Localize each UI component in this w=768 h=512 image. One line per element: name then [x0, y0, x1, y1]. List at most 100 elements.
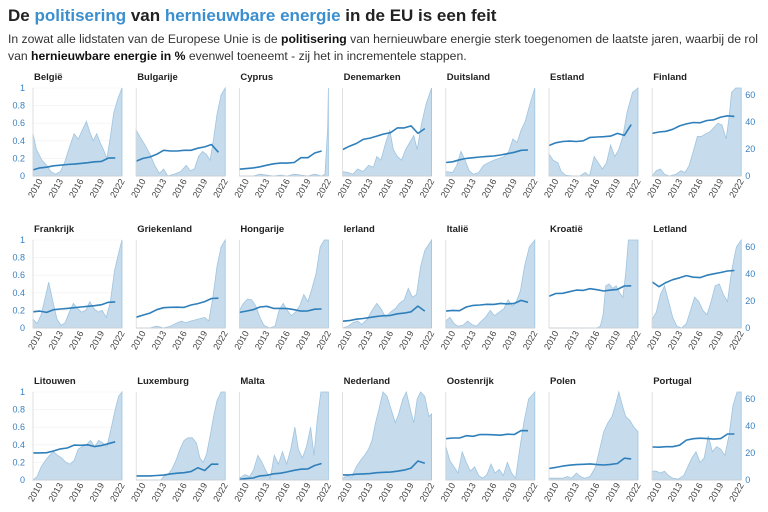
x-tick-label: 2016 [377, 329, 396, 351]
x-tick-label: 2022 [521, 329, 540, 351]
x-tick-label: 2010 [336, 329, 355, 351]
x-tick-label: 2013 [356, 329, 375, 351]
politisering-area [239, 239, 329, 329]
panel-title: Polen [550, 376, 576, 387]
left-axis-label: 0 [20, 475, 25, 485]
x-tick-label: 2010 [439, 329, 458, 351]
x-tick-label: 2013 [459, 481, 478, 503]
panel-title: Cyprus [240, 72, 273, 83]
x-tick-label: 2019 [88, 481, 107, 503]
renewable-share-line [239, 462, 322, 481]
politisering-area [136, 391, 226, 481]
renewable-share-line [652, 433, 735, 448]
x-tick-label: 2019 [191, 177, 210, 199]
x-tick-label: 2010 [26, 329, 45, 351]
right-axis-label: 20 [745, 448, 755, 458]
left-axis-label: 0.2 [12, 305, 25, 315]
left-axis-label: 0.4 [12, 288, 25, 298]
x-tick-label: 2022 [418, 177, 437, 199]
x-tick-label: 2016 [273, 329, 292, 351]
x-tick-label: 2010 [232, 481, 251, 503]
x-tick-label: 2016 [686, 329, 705, 351]
x-tick-label: 2016 [686, 177, 705, 199]
x-tick-label: 2019 [707, 329, 726, 351]
subtitle-part: evenwel toeneemt - zij het in incremente… [185, 49, 467, 63]
x-tick-label: 2019 [397, 177, 416, 199]
right-axis-label: 0 [745, 475, 750, 485]
x-tick-label: 2019 [604, 481, 623, 503]
x-tick-label: 2016 [377, 481, 396, 503]
renewable-share-line [32, 301, 116, 314]
politisering-area [239, 391, 329, 481]
left-axis-label: 0 [20, 171, 25, 181]
x-tick-label: 2013 [666, 329, 685, 351]
x-tick-label: 2022 [108, 481, 127, 503]
right-axis-label: 40 [745, 117, 755, 127]
politisering-area [135, 86, 226, 177]
panel-title: Bulgarije [137, 72, 178, 83]
x-tick-label: 2010 [542, 329, 561, 351]
x-tick-label: 2019 [294, 329, 313, 351]
x-tick-label: 2013 [459, 177, 478, 199]
x-tick-label: 2016 [377, 177, 396, 199]
right-axis-label: 40 [745, 421, 755, 431]
panel-title: Luxemburg [137, 376, 189, 387]
right-axis-label: 0 [745, 323, 750, 333]
x-tick-label: 2022 [521, 481, 540, 503]
x-tick-label: 2019 [397, 329, 416, 351]
politisering-area [651, 391, 742, 481]
right-axis-label: 0 [745, 171, 750, 181]
x-tick-label: 2016 [686, 481, 705, 503]
right-axis-label: 60 [745, 394, 755, 404]
x-tick-label: 2013 [562, 177, 581, 199]
x-tick-label: 2010 [439, 481, 458, 503]
panel-title: Ierland [344, 224, 375, 235]
x-tick-label: 2016 [273, 481, 292, 503]
politisering-area [32, 239, 123, 329]
x-tick-label: 2016 [67, 329, 86, 351]
renewable-share-line [342, 125, 426, 151]
x-tick-label: 2022 [418, 481, 437, 503]
x-tick-label: 2013 [666, 481, 685, 503]
left-axis-label: 0.6 [12, 270, 25, 280]
panel-title: Estland [550, 72, 585, 83]
panel-title: Oostenrijk [447, 376, 495, 387]
subtitle-part: hernieuwbare energie in % [31, 49, 186, 63]
x-tick-label: 2010 [542, 481, 561, 503]
left-axis-label: 0.8 [12, 101, 25, 111]
politisering-area [445, 390, 536, 481]
x-tick-label: 2016 [480, 329, 499, 351]
x-tick-label: 2019 [191, 481, 210, 503]
x-tick-label: 2016 [67, 177, 86, 199]
x-tick-label: 2010 [232, 177, 251, 199]
x-tick-label: 2010 [439, 177, 458, 199]
x-tick-label: 2016 [480, 177, 499, 199]
x-tick-label: 2019 [88, 177, 107, 199]
politisering-area [342, 390, 432, 481]
x-tick-label: 2016 [583, 177, 602, 199]
left-axis-label: 0.6 [12, 422, 25, 432]
x-tick-label: 2013 [46, 481, 65, 503]
subtitle-part: van hernieuwbare energie sterk toegenome… [8, 32, 758, 63]
panel-title: Nederland [344, 376, 391, 387]
title-part: hernieuwbare energie [164, 6, 341, 25]
x-tick-label: 2019 [707, 481, 726, 503]
politisering-area [548, 390, 639, 481]
panel-title: Griekenland [137, 224, 192, 235]
x-tick-label: 2022 [211, 481, 230, 503]
politisering-area [32, 87, 123, 177]
x-tick-label: 2019 [294, 177, 313, 199]
politisering-area [342, 87, 432, 177]
x-tick-label: 2013 [356, 177, 375, 199]
renewable-share-line [33, 441, 116, 454]
x-tick-label: 2019 [500, 329, 519, 351]
x-tick-label: 2016 [583, 329, 602, 351]
right-axis-label: 20 [745, 296, 755, 306]
renewable-share-line [239, 305, 322, 314]
x-tick-label: 2019 [500, 177, 519, 199]
x-tick-label: 2010 [645, 329, 664, 351]
x-tick-label: 2022 [108, 329, 127, 351]
renewable-share-line [548, 124, 632, 147]
x-tick-label: 2013 [46, 329, 65, 351]
x-tick-label: 2022 [727, 329, 746, 351]
